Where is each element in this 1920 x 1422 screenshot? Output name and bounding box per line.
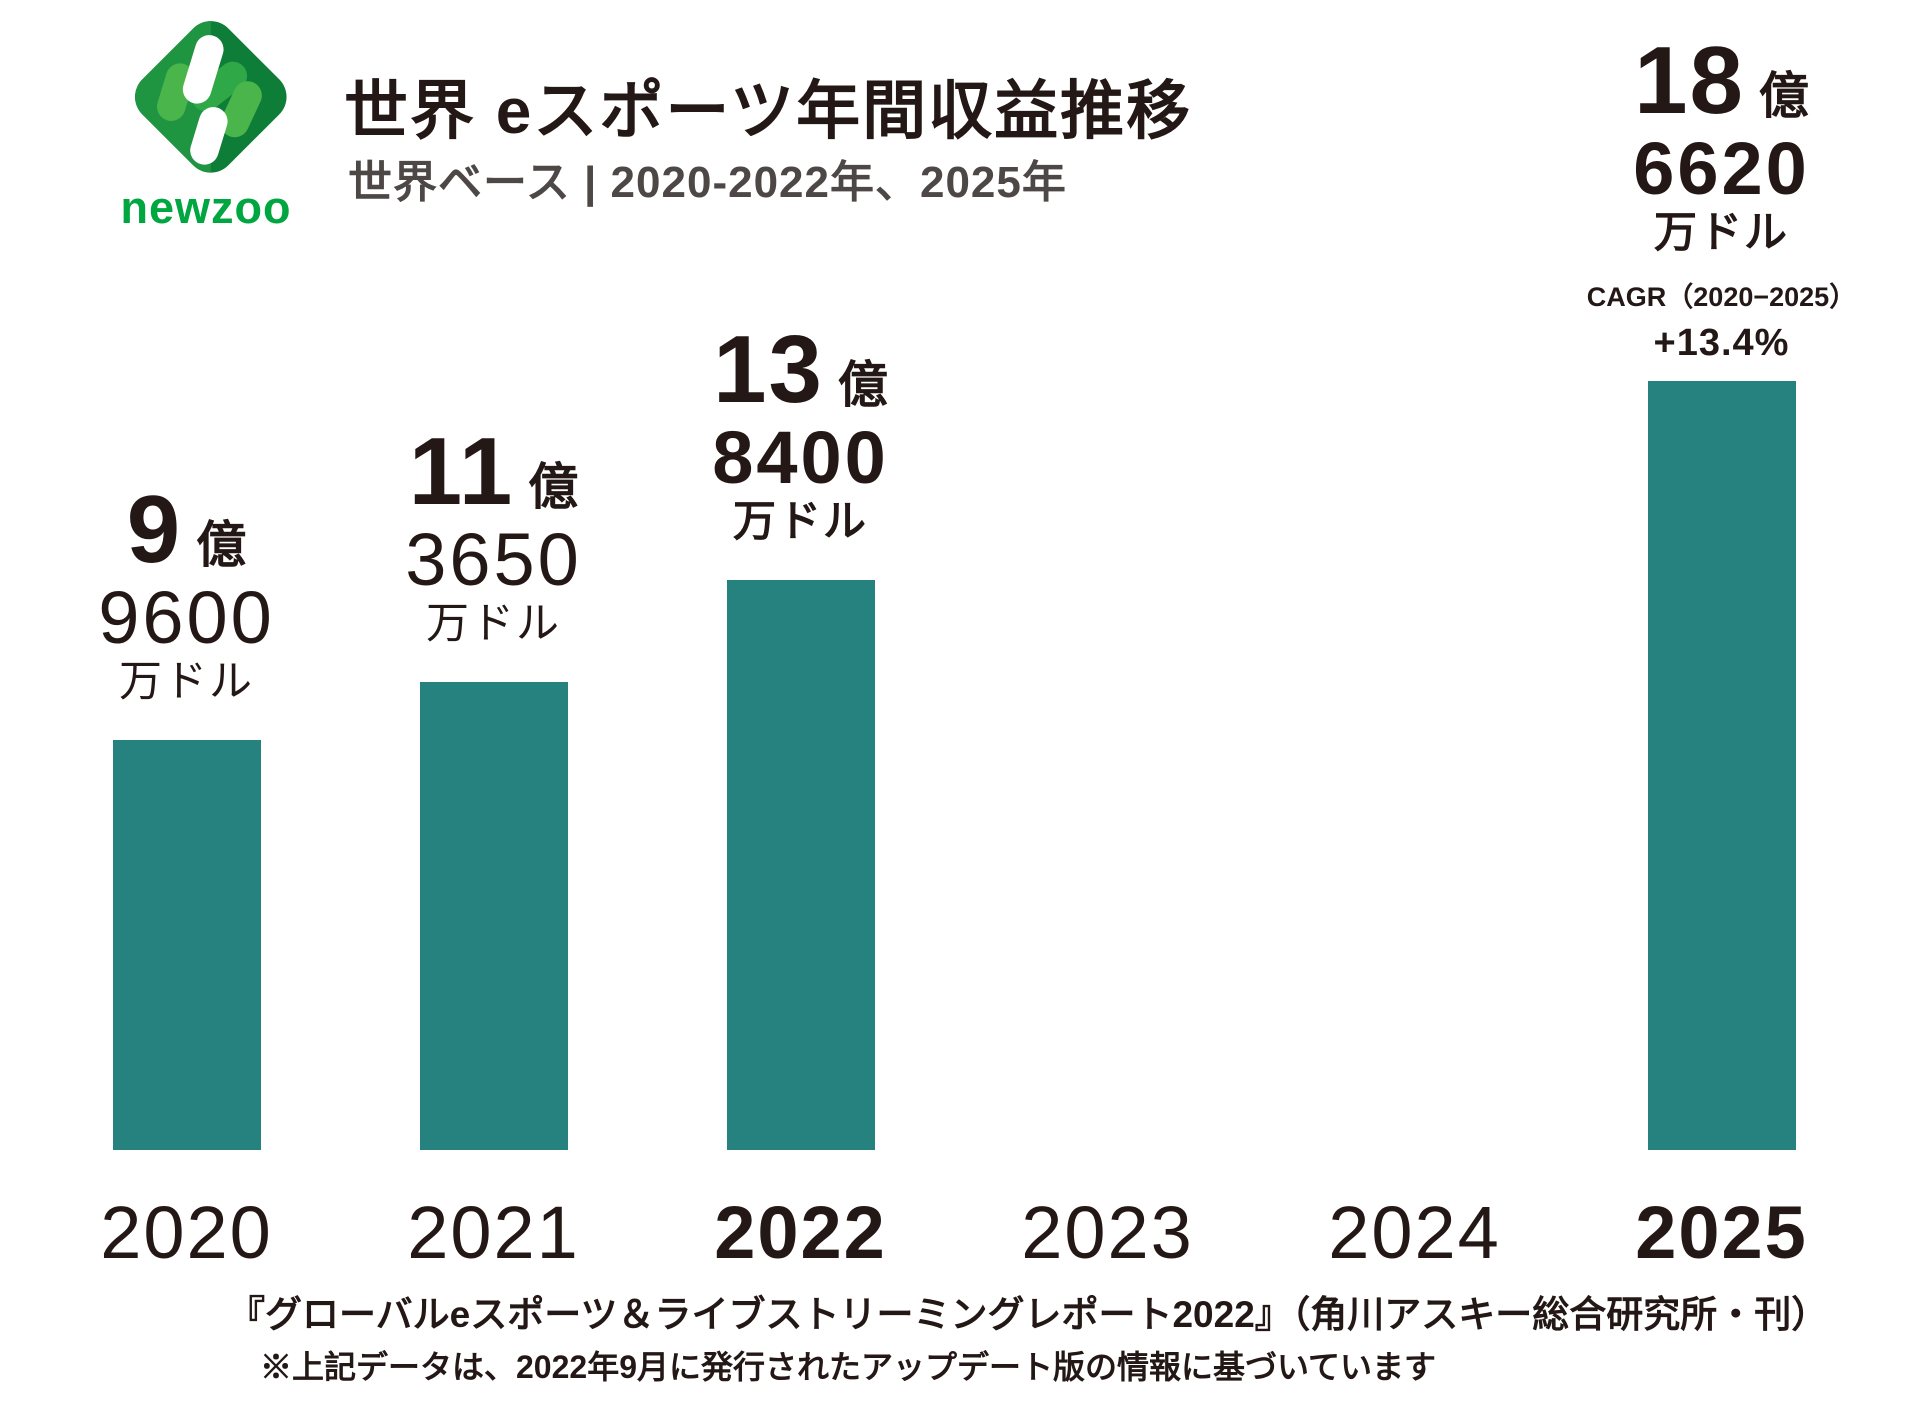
- value-label-2022: 13 億 8400 万ドル: [712, 316, 889, 546]
- axis-label-2025: 2025: [1635, 1191, 1808, 1274]
- value-man-line: 8400: [712, 415, 889, 499]
- value-unit: 万ドル: [119, 658, 254, 706]
- data-note: ※上記データは、2022年9月に発行されたアップデート版の情報に基づいています: [260, 1349, 1437, 1385]
- bar-column-2025: 18 億 6620 万ドル CAGR（2020−2025） +13.4%: [1568, 27, 1875, 1150]
- newzoo-wordmark: newzoo: [120, 182, 292, 233]
- bar-2020: [112, 740, 261, 1150]
- bar-column-2021: 11 億 3650 万ドル: [340, 418, 647, 1150]
- value-unit: 万ドル: [426, 600, 561, 648]
- axis-label-2023: 2023: [1021, 1191, 1194, 1274]
- value-oku-line: 18 億: [1634, 27, 1809, 135]
- value-man-line: 6620: [1633, 126, 1810, 210]
- value-oku-line: 13 億: [713, 316, 888, 424]
- axis-label-2020: 2020: [100, 1191, 273, 1274]
- page-subtitle: 世界ベース | 2020-2022年、2025年: [348, 158, 1067, 207]
- value-oku-line: 11 億: [408, 418, 579, 526]
- value-unit: 万ドル: [733, 498, 868, 546]
- value-label-2025: 18 億 6620 万ドル: [1633, 27, 1810, 257]
- value-man-line: 9600: [98, 575, 275, 659]
- cagr-annotation-value: +13.4%: [1653, 322, 1790, 364]
- cagr-annotation-label: CAGR（2020−2025）: [1586, 282, 1857, 312]
- newzoo-logo-icon: [124, 10, 287, 183]
- bar-2025: [1647, 381, 1796, 1150]
- value-label-2021: 11 億 3650 万ドル: [405, 418, 582, 648]
- value-man-line: 3650: [405, 517, 582, 601]
- bar-2021: [419, 682, 568, 1150]
- bar-column-2022: 13 億 8400 万ドル: [647, 316, 954, 1150]
- source-citation: 『グローバルeスポーツ＆ライブストリーミングレポート2022』（角川アスキー総合…: [228, 1294, 1829, 1335]
- value-unit: 万ドル: [1654, 209, 1789, 257]
- page-title: 世界 eスポーツ年間収益推移: [344, 75, 1193, 147]
- axis-label-2024: 2024: [1328, 1191, 1501, 1274]
- axis-label-2022: 2022: [714, 1191, 887, 1274]
- bar-2022: [726, 580, 875, 1150]
- axis-label-2021: 2021: [407, 1191, 580, 1274]
